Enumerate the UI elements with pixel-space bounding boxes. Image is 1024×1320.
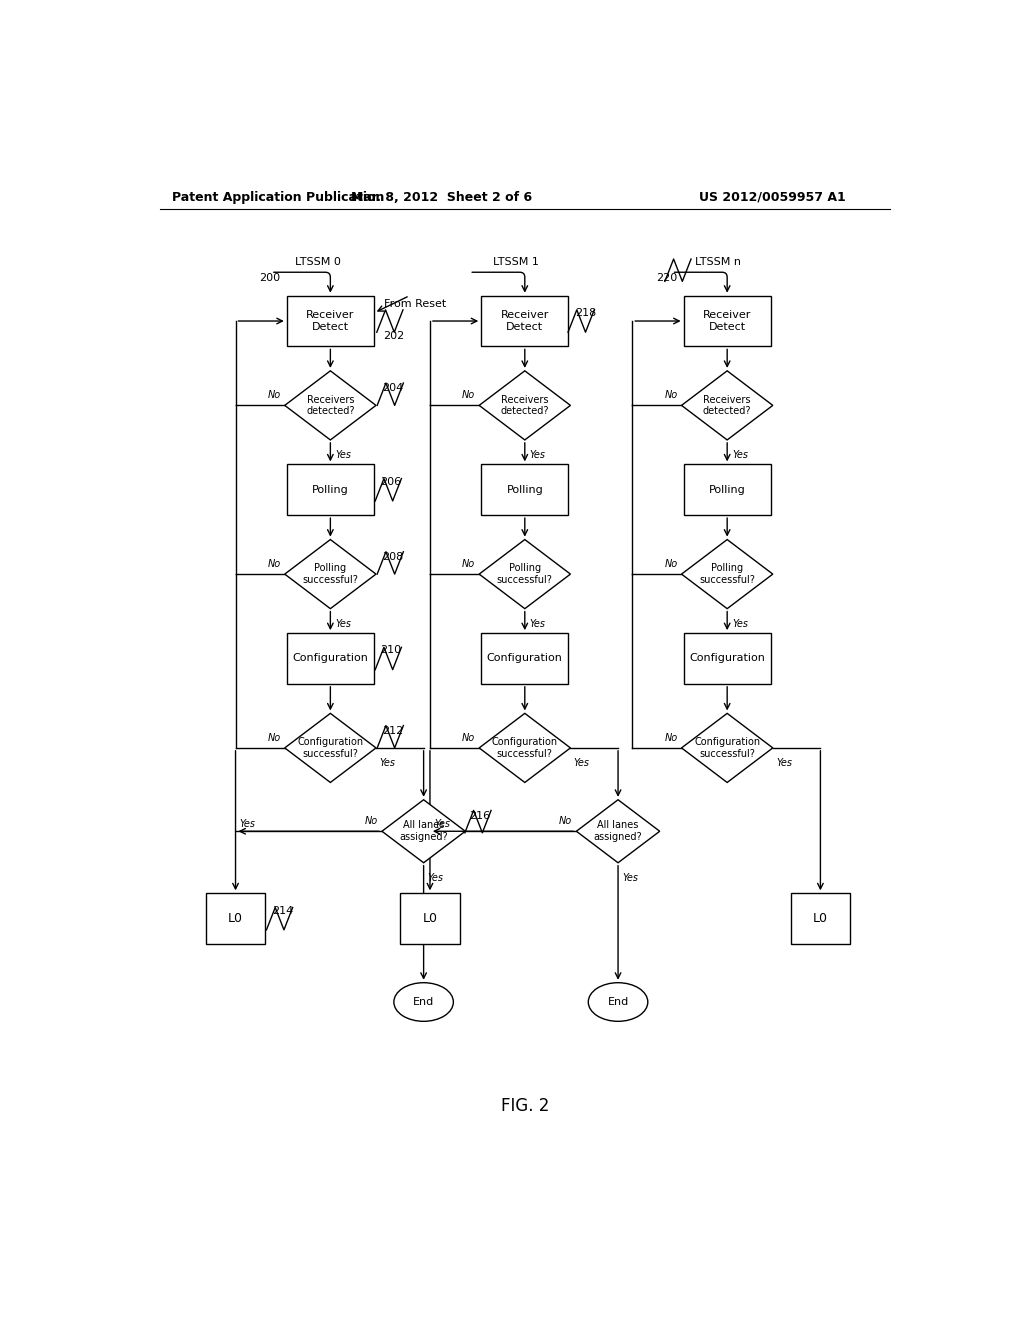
Text: No: No (267, 733, 281, 743)
Polygon shape (382, 800, 465, 863)
FancyBboxPatch shape (481, 296, 568, 346)
FancyBboxPatch shape (400, 894, 460, 944)
Polygon shape (479, 371, 570, 440)
Text: Polling: Polling (312, 484, 349, 495)
Text: Receiver
Detect: Receiver Detect (501, 310, 549, 331)
FancyBboxPatch shape (684, 634, 771, 684)
Text: Receiver
Detect: Receiver Detect (306, 310, 354, 331)
Polygon shape (682, 371, 773, 440)
Text: Configuration
successful?: Configuration successful? (297, 737, 364, 759)
Polygon shape (285, 713, 376, 783)
Text: All lanes
assigned?: All lanes assigned? (399, 821, 447, 842)
Text: From Reset: From Reset (384, 298, 445, 309)
Polygon shape (285, 540, 376, 609)
Polygon shape (479, 540, 570, 609)
Text: Configuration: Configuration (689, 653, 765, 664)
Text: Yes: Yes (573, 758, 590, 768)
Text: 216: 216 (469, 810, 490, 821)
Text: L0: L0 (813, 912, 828, 925)
Text: No: No (267, 391, 281, 400)
Text: No: No (267, 558, 281, 569)
Text: All lanes
assigned?: All lanes assigned? (594, 821, 642, 842)
Text: 210: 210 (380, 645, 401, 655)
Text: No: No (462, 391, 475, 400)
Text: Mar. 8, 2012  Sheet 2 of 6: Mar. 8, 2012 Sheet 2 of 6 (351, 190, 532, 203)
Text: No: No (559, 816, 572, 826)
Text: LTSSM 1: LTSSM 1 (494, 257, 539, 267)
Text: Configuration: Configuration (293, 653, 369, 664)
Text: Yes: Yes (434, 820, 450, 829)
FancyBboxPatch shape (287, 296, 374, 346)
Text: Yes: Yes (428, 873, 443, 883)
Text: L0: L0 (423, 912, 437, 925)
Ellipse shape (588, 982, 648, 1022)
FancyBboxPatch shape (684, 296, 771, 346)
Text: 200: 200 (259, 273, 281, 284)
FancyBboxPatch shape (287, 465, 374, 515)
Polygon shape (577, 800, 659, 863)
Text: Receivers
detected?: Receivers detected? (501, 395, 549, 416)
Text: Receiver
Detect: Receiver Detect (703, 310, 752, 331)
Text: Receivers
detected?: Receivers detected? (702, 395, 752, 416)
Text: Configuration
successful?: Configuration successful? (492, 737, 558, 759)
Text: End: End (607, 997, 629, 1007)
Text: Yes: Yes (622, 873, 638, 883)
Text: Yes: Yes (335, 619, 351, 628)
Text: 202: 202 (384, 331, 404, 342)
Ellipse shape (394, 982, 454, 1022)
Text: L0: L0 (228, 912, 243, 925)
Text: Yes: Yes (379, 758, 395, 768)
Text: 208: 208 (382, 552, 403, 562)
Text: No: No (665, 558, 678, 569)
FancyBboxPatch shape (481, 634, 568, 684)
Text: 220: 220 (655, 273, 677, 284)
Polygon shape (285, 371, 376, 440)
Text: US 2012/0059957 A1: US 2012/0059957 A1 (699, 190, 846, 203)
Text: No: No (665, 391, 678, 400)
Text: End: End (413, 997, 434, 1007)
Text: Configuration: Configuration (486, 653, 563, 664)
Text: Yes: Yes (732, 450, 748, 461)
Text: FIG. 2: FIG. 2 (501, 1097, 549, 1114)
Polygon shape (682, 540, 773, 609)
Polygon shape (682, 713, 773, 783)
Text: Yes: Yes (529, 619, 546, 628)
Text: 218: 218 (574, 308, 596, 318)
Text: 214: 214 (271, 906, 293, 916)
Polygon shape (479, 713, 570, 783)
Text: Polling
successful?: Polling successful? (497, 564, 553, 585)
Text: Patent Application Publication: Patent Application Publication (172, 190, 384, 203)
Text: Polling
successful?: Polling successful? (699, 564, 755, 585)
FancyBboxPatch shape (481, 465, 568, 515)
Text: Polling: Polling (507, 484, 543, 495)
FancyBboxPatch shape (287, 634, 374, 684)
FancyBboxPatch shape (206, 894, 265, 944)
Text: No: No (462, 733, 475, 743)
Text: No: No (665, 733, 678, 743)
Text: Yes: Yes (529, 450, 546, 461)
Text: Polling: Polling (709, 484, 745, 495)
Text: LTSSM n: LTSSM n (695, 257, 741, 267)
Text: Polling
successful?: Polling successful? (302, 564, 358, 585)
Text: LTSSM 0: LTSSM 0 (295, 257, 341, 267)
Text: Receivers
detected?: Receivers detected? (306, 395, 354, 416)
Text: Yes: Yes (732, 619, 748, 628)
Text: Yes: Yes (240, 820, 256, 829)
Text: No: No (365, 816, 378, 826)
Text: 206: 206 (380, 477, 401, 487)
Text: Configuration
successful?: Configuration successful? (694, 737, 760, 759)
Text: Yes: Yes (776, 758, 792, 768)
Text: 204: 204 (382, 383, 403, 393)
FancyBboxPatch shape (684, 465, 771, 515)
FancyBboxPatch shape (791, 894, 850, 944)
Text: 212: 212 (382, 726, 403, 735)
Text: Yes: Yes (335, 450, 351, 461)
Text: No: No (462, 558, 475, 569)
